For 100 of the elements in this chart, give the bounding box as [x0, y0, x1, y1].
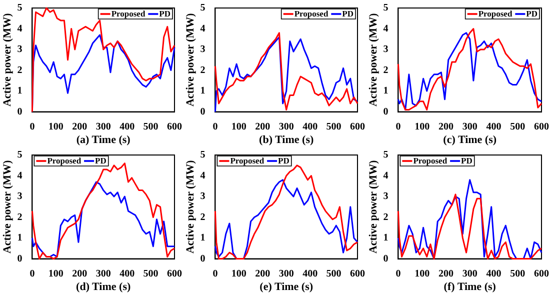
x-tick-label: 500 — [143, 268, 158, 280]
y-tick-label: 5 — [17, 2, 22, 14]
x-tick-label: 400 — [302, 121, 318, 132]
x-tick-label: 200 — [255, 121, 270, 132]
y-axis-title: Active power (MW) — [1, 160, 14, 254]
x-tick-label: 100 — [48, 121, 64, 132]
legend-label: PD — [461, 156, 472, 166]
y-tick-label: 4 — [200, 170, 206, 182]
x-tick-label: 600 — [350, 121, 365, 132]
x-tick-label: 400 — [120, 121, 135, 132]
x-tick-label: 0 — [396, 268, 401, 280]
x-tick-label: 0 — [212, 121, 218, 132]
y-tick-label: 4 — [17, 23, 22, 34]
y-tick-label: 1 — [17, 86, 22, 97]
x-axis-title: (f) Time (s) — [444, 281, 496, 294]
y-tick-label: 3 — [383, 191, 388, 202]
y-tick-label: 3 — [17, 191, 22, 202]
x-axis-title: (e) Time (s) — [260, 281, 314, 294]
y-tick-label: 2 — [200, 64, 206, 76]
x-tick-label: 300 — [278, 121, 294, 132]
y-tick-label: 5 — [200, 150, 206, 161]
x-tick-label: 200 — [72, 121, 88, 132]
x-tick-label: 500 — [510, 121, 526, 132]
legend-label: PD — [278, 156, 290, 166]
x-tick-label: 600 — [534, 268, 549, 280]
x-tick-label: 200 — [438, 268, 454, 280]
x-tick-label: 400 — [486, 268, 502, 280]
x-tick-label: 300 — [96, 268, 111, 280]
y-tick-label: 2 — [17, 64, 22, 76]
y-tick-label: 0 — [200, 106, 206, 118]
legend-label: Proposed — [230, 156, 264, 166]
legend-label: PD — [159, 8, 171, 19]
x-tick-label: 100 — [414, 121, 430, 132]
y-tick-label: 0 — [17, 106, 22, 118]
x-tick-label: 500 — [510, 268, 526, 280]
x-tick-label: 200 — [438, 121, 454, 132]
legend-label: Proposed — [478, 8, 512, 19]
y-tick-label: 2 — [383, 212, 388, 223]
x-tick-label: 100 — [414, 268, 430, 280]
y-axis-title: Active power (MW) — [367, 160, 380, 254]
y-tick-label: 1 — [383, 86, 388, 97]
x-tick-label: 0 — [396, 121, 401, 132]
y-tick-label: 1 — [200, 86, 206, 97]
x-tick-label: 200 — [255, 268, 270, 280]
legend-label: PD — [526, 8, 538, 19]
y-tick-label: 4 — [383, 170, 388, 182]
y-tick-label: 3 — [383, 44, 388, 56]
y-tick-label: 1 — [17, 232, 22, 244]
y-tick-label: 5 — [383, 2, 388, 14]
x-tick-label: 600 — [534, 121, 549, 132]
y-axis-title: Active power (MW) — [367, 12, 380, 107]
y-axis-title: Active power (MW) — [184, 12, 196, 107]
x-axis-title: (c) Time (s) — [443, 134, 497, 146]
x-tick-label: 300 — [462, 268, 478, 280]
legend-label: Proposed — [294, 8, 328, 19]
x-tick-label: 600 — [350, 268, 365, 280]
y-tick-label: 1 — [200, 232, 206, 244]
x-tick-label: 0 — [212, 268, 218, 280]
x-tick-label: 100 — [231, 268, 246, 280]
y-tick-label: 4 — [200, 23, 206, 34]
x-tick-label: 300 — [96, 121, 111, 132]
y-tick-label: 0 — [383, 106, 388, 118]
y-tick-label: 0 — [383, 253, 388, 264]
x-tick-label: 400 — [302, 268, 318, 280]
x-tick-label: 600 — [167, 268, 182, 280]
y-tick-label: 3 — [200, 191, 206, 202]
y-tick-label: 0 — [200, 253, 206, 264]
x-tick-label: 300 — [278, 268, 294, 280]
y-axis-title: Active power (MW) — [1, 12, 14, 107]
y-tick-label: 4 — [17, 170, 22, 182]
legend-label: PD — [95, 156, 106, 166]
x-tick-label: 400 — [120, 268, 135, 280]
y-tick-label: 2 — [200, 212, 206, 223]
x-tick-label: 0 — [30, 121, 35, 132]
x-axis-title: (a) Time (s) — [76, 134, 131, 146]
legend-label: PD — [342, 8, 354, 19]
x-tick-label: 500 — [326, 121, 342, 132]
legend-label: Proposed — [111, 8, 146, 19]
x-tick-label: 400 — [486, 121, 502, 132]
y-tick-label: 2 — [17, 212, 22, 223]
y-tick-label: 4 — [383, 23, 388, 34]
y-tick-label: 5 — [383, 150, 388, 161]
x-tick-label: 100 — [231, 121, 246, 132]
x-axis-title: (d) Time (s) — [76, 281, 131, 294]
x-tick-label: 0 — [30, 268, 35, 280]
x-axis-title: (b) Time (s) — [259, 134, 314, 146]
y-axis-title: Active power (MW) — [184, 160, 196, 254]
x-tick-label: 600 — [167, 121, 182, 132]
x-tick-label: 500 — [326, 268, 342, 280]
x-tick-label: 200 — [72, 268, 88, 280]
x-tick-label: 500 — [143, 121, 158, 132]
y-tick-label: 5 — [17, 150, 22, 161]
x-tick-label: 100 — [48, 268, 64, 280]
y-tick-label: 1 — [383, 232, 388, 244]
y-tick-label: 2 — [383, 64, 388, 76]
y-tick-label: 3 — [17, 44, 22, 56]
x-tick-label: 300 — [462, 121, 478, 132]
y-tick-label: 0 — [17, 253, 22, 264]
legend-label: Proposed — [413, 156, 448, 166]
y-tick-label: 3 — [200, 44, 206, 56]
